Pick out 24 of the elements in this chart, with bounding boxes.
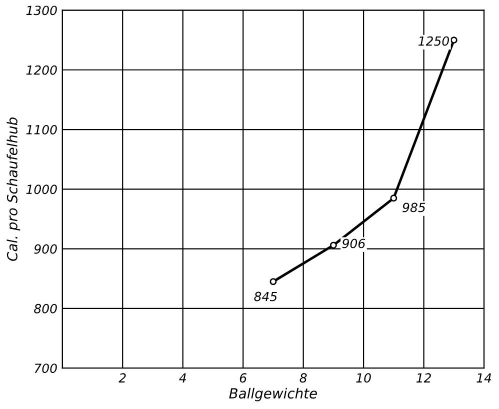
point — [450, 36, 458, 44]
x-axis-title: Ballgewichte — [229, 388, 317, 402]
y-axis-title: Cal. pro Schaufelhub — [6, 118, 20, 261]
y-tick-label: 900 — [34, 244, 57, 254]
data-label: 845 — [254, 292, 277, 302]
data-label: 985 — [402, 202, 426, 212]
data-label: 1250 — [418, 36, 449, 46]
x-tick-label: 2 — [118, 373, 126, 382]
x-tick-label: 8 — [300, 373, 307, 383]
x-tick-label: 4 — [179, 373, 186, 382]
x-tick-label: 6 — [240, 373, 247, 383]
y-tick-label: 1200 — [26, 65, 57, 75]
x-tick-label: 12 — [416, 373, 431, 382]
point — [390, 194, 398, 202]
data-label: 906 — [342, 238, 366, 248]
y-tick-label: 1000 — [26, 184, 57, 194]
x-tick-label: 14 — [476, 373, 492, 382]
point — [330, 242, 337, 249]
y-tick-label: 700 — [34, 364, 57, 374]
y-tick-label: 800 — [34, 304, 57, 314]
x-tick-label: 10 — [356, 373, 371, 383]
y-tick-label: 1100 — [26, 124, 57, 134]
y-tick-label: 1300 — [26, 6, 57, 16]
point — [270, 278, 277, 286]
